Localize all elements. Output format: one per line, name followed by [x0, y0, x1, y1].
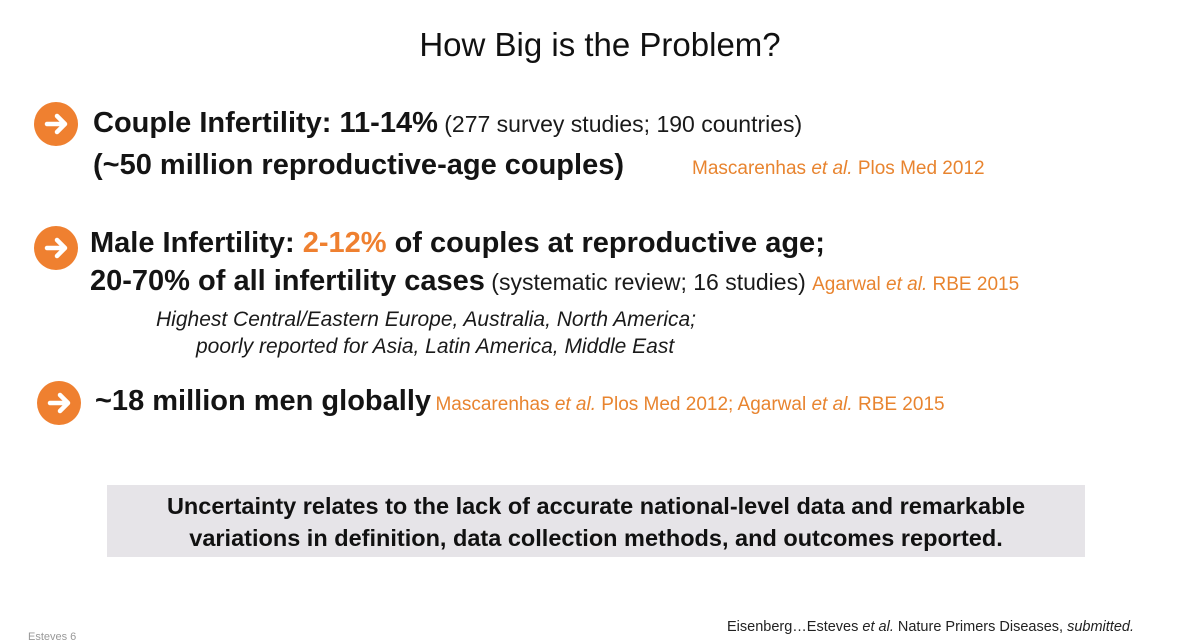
bullet-2-heading-rest: of couples at reproductive age; — [386, 227, 825, 259]
slide-title: How Big is the Problem? — [419, 26, 781, 63]
bullet-2-heading: Male Infertility: — [90, 227, 303, 259]
citation-et-al: et al. — [811, 158, 853, 179]
callout-line-1: Uncertainty relates to the lack of accur… — [166, 493, 1026, 519]
bullet-1-line-2: (~50 million reproductive-age couples) — [93, 149, 624, 182]
bullet-1-line-1: Couple Infertility: 11-14% (277 survey s… — [93, 107, 802, 140]
callout-box: Uncertainty relates to the lack of accur… — [107, 485, 1085, 557]
arrow-right-circle-icon — [37, 381, 81, 425]
citation-et-al: et al. — [886, 274, 928, 295]
bullet-3-heading: ~18 million men globally — [95, 385, 432, 417]
citation-source: Plos Med 2012 — [852, 158, 985, 179]
citation-source: Plos Med 2012; Agarwal — [596, 394, 812, 415]
citation-author: Mascarenhas — [692, 158, 812, 179]
callout-line-2: variations in definition, data collectio… — [189, 525, 1003, 551]
footer-authors: Eisenberg…Esteves — [727, 619, 863, 635]
bullet-2-detail-2: poorly reported for Asia, Latin America,… — [196, 335, 675, 358]
citation-source: RBE 2015 — [927, 274, 1020, 295]
arrow-right-circle-icon — [34, 102, 78, 146]
citation-author: Mascarenhas — [435, 394, 555, 415]
bullet-1-subheading: (~50 million reproductive-age couples) — [93, 149, 624, 181]
bullet-2-subheading: 20-70% of all infertility cases — [90, 265, 485, 297]
bullet-2-highlight: 2-12% — [302, 227, 387, 259]
footer-status: submitted. — [1067, 619, 1134, 635]
bullet-1-citation: Mascarenhas et al. Plos Med 2012 — [692, 158, 985, 180]
bullet-1-heading: Couple Infertility: 11-14% — [93, 107, 438, 139]
citation-et-al: et al. — [811, 394, 853, 415]
footer-citation: Eisenberg…Esteves et al. Nature Primers … — [727, 619, 1134, 635]
bullet-2-line-1: Male Infertility: 2-12% of couples at re… — [90, 227, 825, 260]
bullet-2-detail-1: Highest Central/Eastern Europe, Australi… — [156, 308, 697, 331]
bullet-3-citation: Mascarenhas et al. Plos Med 2012; Agarwa… — [435, 394, 944, 415]
arrow-right-circle-icon — [34, 226, 78, 270]
slide-author-number: Esteves 6 — [28, 631, 77, 643]
bullet-1-note: (277 survey studies; 190 countries) — [437, 111, 803, 137]
bullet-3-line: ~18 million men globally Mascarenhas et … — [95, 385, 945, 418]
bullet-2-line-2: 20-70% of all infertility cases (systema… — [90, 265, 1019, 298]
citation-et-al: et al. — [554, 394, 597, 415]
footer-journal: Nature Primers Diseases, — [893, 619, 1068, 635]
citation-source: RBE 2015 — [852, 394, 945, 415]
footer-et-al: et al. — [862, 619, 894, 635]
bullet-2-citation: Agarwal et al. RBE 2015 — [812, 274, 1019, 295]
citation-author: Agarwal — [812, 274, 887, 295]
bullet-2-note: (systematic review; 16 studies) — [484, 269, 813, 295]
